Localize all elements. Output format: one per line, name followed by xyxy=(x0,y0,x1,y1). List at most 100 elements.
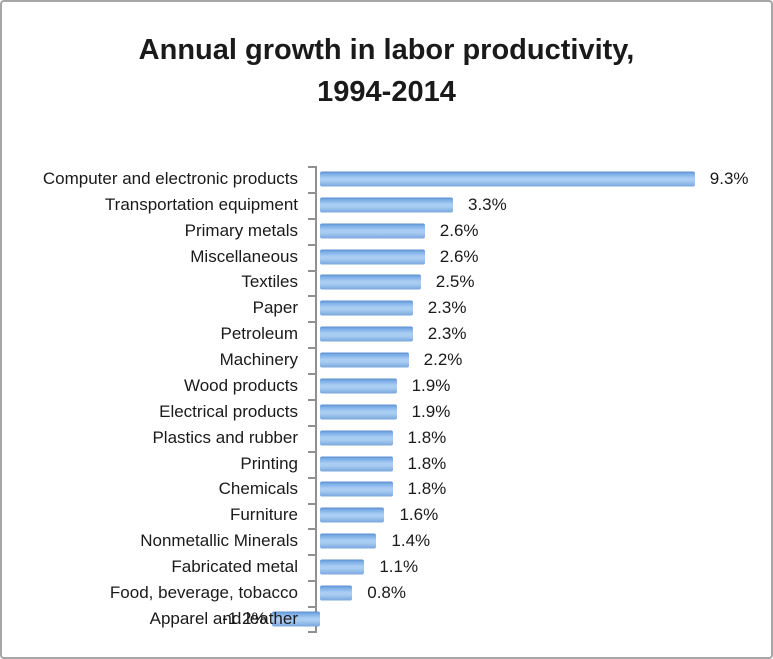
value-label: 2.6% xyxy=(439,246,479,266)
value-label: -1.2% xyxy=(222,608,267,628)
axis-tick xyxy=(308,347,315,349)
category-label: Furniture xyxy=(229,505,298,525)
bar xyxy=(320,507,385,523)
axis-tick xyxy=(308,451,315,453)
bar-zone: 1.1% xyxy=(318,554,771,580)
bar-zone: 9.3% xyxy=(318,166,771,192)
category-label: Electrical products xyxy=(159,401,298,421)
chart-row: Primary metals 2.6% xyxy=(2,218,771,244)
category-label: Food, beverage, tobacco xyxy=(109,582,298,602)
chart-row: Transportation equipment 3.3% xyxy=(2,192,771,218)
bar xyxy=(320,197,453,213)
chart-row: Nonmetallic Minerals 1.4% xyxy=(2,528,771,554)
bar xyxy=(320,378,397,394)
value-label: 1.9% xyxy=(411,401,451,421)
value-label: 2.3% xyxy=(427,324,467,344)
chart-row: Apparel and leather -1.2% xyxy=(2,606,771,632)
category-label: Apparel and leather xyxy=(149,608,298,628)
chart-row: Chemicals 1.8% xyxy=(2,477,771,503)
bar xyxy=(320,456,393,472)
value-label: 2.5% xyxy=(435,272,475,292)
category-axis-line xyxy=(315,166,317,633)
value-label: 1.8% xyxy=(407,427,447,447)
axis-tick xyxy=(308,192,315,194)
bar-zone: 1.9% xyxy=(318,373,771,399)
chart-row: Printing 1.8% xyxy=(2,451,771,477)
value-label: 2.3% xyxy=(427,298,467,318)
bar-zone: 1.8% xyxy=(318,425,771,451)
value-label: 2.6% xyxy=(439,220,479,240)
category-label: Paper xyxy=(252,298,298,318)
axis-tick xyxy=(308,554,315,556)
bar-zone: 1.4% xyxy=(318,528,771,554)
bar-zone: 1.8% xyxy=(318,451,771,477)
category-label: Miscellaneous xyxy=(190,246,298,266)
axis-tick xyxy=(308,244,315,246)
value-label: 9.3% xyxy=(709,168,749,188)
category-label: Computer and electronic products xyxy=(42,168,298,188)
bar xyxy=(320,171,695,187)
bar-zone: 2.6% xyxy=(318,218,771,244)
chart-row: Textiles 2.5% xyxy=(2,270,771,296)
bar-zone: 2.6% xyxy=(318,244,771,270)
bar xyxy=(320,274,421,290)
bar-zone: 1.8% xyxy=(318,477,771,503)
bar-zone: 2.3% xyxy=(318,321,771,347)
category-label: Printing xyxy=(240,453,298,473)
axis-tick xyxy=(308,606,315,608)
category-label: Primary metals xyxy=(184,220,298,240)
category-label: Fabricated metal xyxy=(171,557,298,577)
bar xyxy=(320,352,409,368)
axis-tick xyxy=(308,477,315,479)
chart-row: Electrical products 1.9% xyxy=(2,399,771,425)
bar xyxy=(320,249,425,265)
value-label: 3.3% xyxy=(467,194,507,214)
bar-zone: 3.3% xyxy=(318,192,771,218)
value-label: 1.9% xyxy=(411,375,451,395)
chart-row: Paper 2.3% xyxy=(2,295,771,321)
category-label: Machinery xyxy=(219,350,298,370)
bar-zone: 1.6% xyxy=(318,502,771,528)
bar xyxy=(320,300,413,316)
chart-row: Food, beverage, tobacco 0.8% xyxy=(2,580,771,606)
axis-tick xyxy=(308,631,315,633)
bar xyxy=(320,481,393,497)
bar-zone: 2.2% xyxy=(318,347,771,373)
bar xyxy=(320,223,425,239)
bar xyxy=(320,404,397,420)
bar-zone: 2.3% xyxy=(318,295,771,321)
category-label: Transportation equipment xyxy=(104,194,298,214)
bar xyxy=(320,559,365,575)
category-label: Plastics and rubber xyxy=(152,427,298,447)
value-label: 1.8% xyxy=(407,453,447,473)
bar-rows: Computer and electronic products 9.3% Tran… xyxy=(2,166,771,632)
bar xyxy=(320,326,413,342)
chart-title-line-1: Annual growth in labor productivity, xyxy=(138,34,635,66)
chart-row: Machinery 2.2% xyxy=(2,347,771,373)
axis-tick xyxy=(308,295,315,297)
chart-row: Wood products 1.9% xyxy=(2,373,771,399)
chart-row: Petroleum 2.3% xyxy=(2,321,771,347)
axis-tick xyxy=(308,218,315,220)
chart-row: Miscellaneous 2.6% xyxy=(2,244,771,270)
value-label: 1.4% xyxy=(391,531,431,551)
chart-row: Furniture 1.6% xyxy=(2,502,771,528)
chart-title-line-2: 1994-2014 xyxy=(317,76,456,108)
plot-area: Computer and electronic products 9.3% Tran… xyxy=(2,166,771,633)
value-label: 1.6% xyxy=(399,505,439,525)
category-label: Chemicals xyxy=(218,479,298,499)
axis-tick xyxy=(308,373,315,375)
axis-tick xyxy=(308,321,315,323)
axis-tick xyxy=(308,166,315,168)
axis-tick xyxy=(308,503,315,505)
chart-row: Computer and electronic products 9.3% xyxy=(2,166,771,192)
bar xyxy=(271,611,320,627)
category-label: Wood products xyxy=(183,375,298,395)
chart-title: Annual growth in labor productivity, 199… xyxy=(2,29,771,113)
category-label: Nonmetallic Minerals xyxy=(140,531,298,551)
bar-zone: 0.8% xyxy=(318,580,771,606)
value-label: 1.8% xyxy=(407,479,447,499)
chart-row: Fabricated metal 1.1% xyxy=(2,554,771,580)
bar-zone: 1.9% xyxy=(318,399,771,425)
